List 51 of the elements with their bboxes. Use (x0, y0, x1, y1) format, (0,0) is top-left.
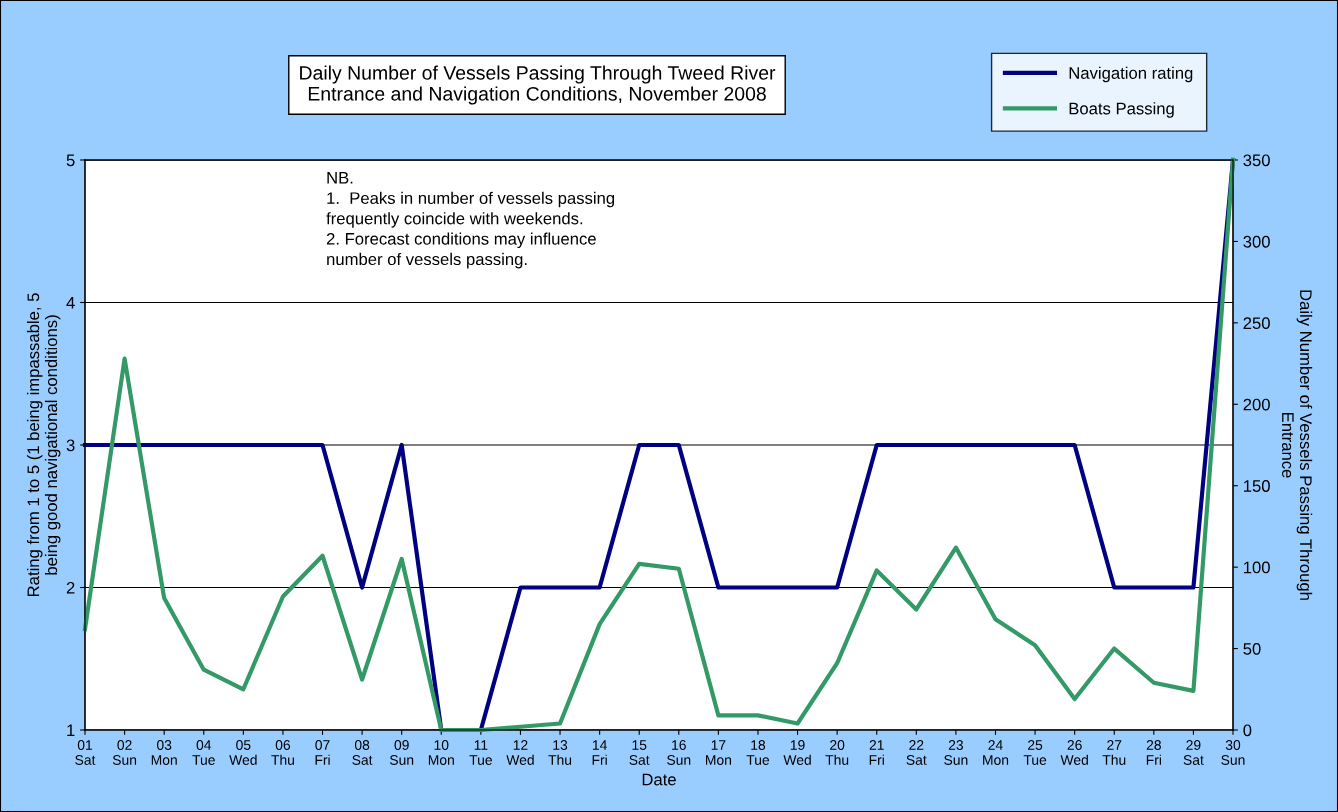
x-tick-label: 21 Fri (869, 740, 884, 765)
x-tick-label: 20 Thu (825, 740, 849, 765)
chart-title: Daily Number of Vessels Passing Through Tweed River Entrance and Navigation Conditions, November 2008 (300, 65, 776, 105)
x-tick-label: 09 Sun (389, 740, 414, 765)
x-tick-label: 30 Sun (1221, 740, 1245, 765)
x-tick-label: 26 Wed (1060, 740, 1088, 765)
line-series (82, 157, 1236, 733)
x-tick-label: 25 Tue (1023, 740, 1047, 765)
y2-tick-label: 50 (1243, 642, 1261, 655)
x-tick-label: 06 Thu (271, 740, 294, 765)
x-tick-label: 28 Fri (1146, 740, 1161, 765)
x-tick-label: 27 Thu (1102, 740, 1126, 765)
y2-tick-label: 0 (1243, 724, 1252, 737)
y-tick-label: 1 (67, 724, 75, 737)
legend-label: Navigation rating (1069, 66, 1193, 83)
y2-tick-label: 350 (1243, 154, 1270, 167)
legend-label: Boats Passing (1069, 102, 1174, 118)
y2-tick-label: 150 (1243, 480, 1270, 492)
y2-tick-label: 300 (1243, 235, 1270, 248)
y2-tick-label: 100 (1243, 561, 1270, 574)
x-tick-label: 04 Tue (192, 740, 215, 765)
y2-axis-title: Daily Number of Vessels Passing Through Entrance (1282, 290, 1313, 600)
x-tick-label: 05 Wed (229, 740, 257, 765)
x-tick-label: 15 Sat (629, 740, 650, 765)
y2-tick-label: 250 (1243, 317, 1270, 330)
x-tick-label: 02 Sun (112, 740, 137, 765)
x-tick-label: 08 Sat (352, 740, 373, 765)
y-axis-title: Rating from 1 to 5 (1 being impassable, 5 being good navigational conditions) (26, 293, 61, 597)
y-tick-label: 3 (66, 439, 75, 452)
x-tick-label: 19 Wed (783, 740, 811, 765)
x-tick-label: 01 Sat (75, 740, 96, 765)
x-tick-label: 14 Fri (592, 740, 607, 765)
x-tick-label: 22 Sat (906, 740, 927, 765)
x-tick-label: 17 Mon (706, 740, 731, 765)
x-tick-label: 12 Wed (506, 740, 534, 765)
x-tick-label: 07 Fri (315, 740, 330, 765)
x-tick-label: 13 Thu (548, 740, 572, 765)
x-tick-label: 29 Sat (1183, 740, 1204, 765)
x-tick-label: 10 Mon (428, 740, 454, 765)
y-tick-label: 4 (66, 297, 75, 309)
y-tick-label: 2 (66, 581, 75, 594)
x-tick-label: 16 Sun (667, 740, 691, 765)
x-tick-label: 23 Sun (944, 740, 968, 765)
x-tick-label: 03 Mon (151, 740, 177, 765)
y2-tick-label: 200 (1243, 398, 1270, 411)
annotation: NB. 1. Peaks in number of vessels passing frequently coincide with weekends. 2. Forecast conditions may influence number of vessels passing. (326, 172, 615, 269)
x-axis-title: Date (642, 773, 676, 786)
y-tick-label: 5 (66, 154, 75, 167)
x-tick-label: 24 Mon (983, 740, 1009, 765)
x-tick-label: 11 Tue (469, 740, 492, 765)
x-tick-label: 18 Tue (746, 740, 770, 765)
